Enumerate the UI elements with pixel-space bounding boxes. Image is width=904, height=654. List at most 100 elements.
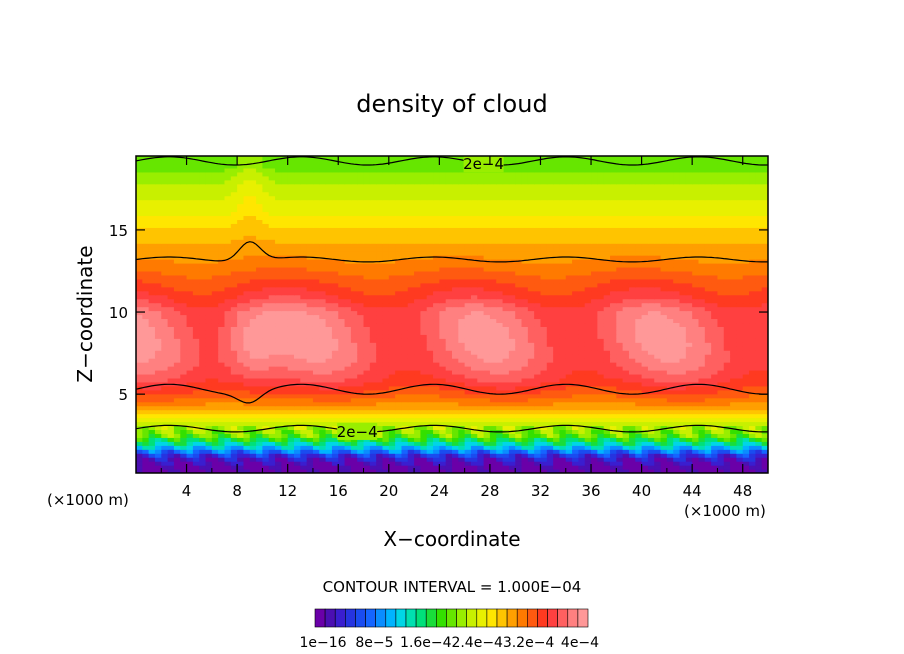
- density-cell: [736, 322, 744, 327]
- density-cell: [243, 449, 251, 454]
- density-cell: [508, 421, 516, 427]
- density-cell: [331, 310, 339, 316]
- density-cell: [452, 381, 459, 387]
- density-cell: [344, 306, 352, 312]
- density-cell: [439, 346, 447, 351]
- density-cell: [199, 350, 207, 355]
- density-cell: [167, 318, 175, 324]
- density-cell: [610, 445, 617, 450]
- density-cell: [433, 405, 440, 411]
- density-cell: [730, 282, 737, 288]
- density-cell: [483, 445, 491, 450]
- density-cell: [610, 469, 617, 473]
- density-cell: [186, 346, 194, 351]
- density-cell: [572, 298, 579, 304]
- density-cell: [477, 453, 485, 458]
- density-cell: [527, 294, 535, 300]
- density-cell: [679, 318, 687, 324]
- density-cell: [167, 445, 175, 450]
- density-cell: [363, 465, 371, 470]
- density-cell: [148, 381, 156, 387]
- density-cell: [338, 302, 346, 308]
- density-cell: [502, 425, 510, 431]
- density-cell: [306, 322, 314, 327]
- density-cell: [565, 389, 573, 395]
- density-cell: [711, 377, 719, 383]
- density-cell: [300, 334, 308, 339]
- density-cell: [458, 346, 466, 351]
- density-cell: [654, 338, 662, 343]
- density-cell: [192, 294, 200, 300]
- density-cell: [414, 318, 421, 324]
- density-cell: [578, 302, 586, 308]
- density-cell: [350, 389, 358, 395]
- density-cell: [711, 381, 719, 387]
- density-cell: [641, 469, 649, 473]
- density-cell: [717, 330, 725, 335]
- density-cell: [761, 437, 768, 442]
- density-cell: [584, 298, 592, 304]
- density-cell: [692, 302, 700, 308]
- density-cell: [534, 298, 542, 304]
- density-cell: [357, 290, 365, 296]
- density-cell: [521, 381, 529, 387]
- density-cell: [704, 366, 712, 371]
- density-cell: [553, 330, 561, 335]
- density-cell: [559, 393, 567, 399]
- density-cell: [294, 409, 301, 415]
- density-cell: [211, 385, 219, 391]
- density-cell: [711, 453, 719, 458]
- density-cell: [553, 294, 561, 300]
- density-cell: [237, 318, 245, 324]
- density-cell: [584, 286, 592, 292]
- density-cell: [344, 286, 352, 292]
- density-cell: [622, 334, 630, 339]
- density-cell: [685, 302, 693, 308]
- density-cell: [666, 322, 674, 327]
- density-cell: [464, 441, 472, 446]
- density-cell: [654, 381, 662, 387]
- density-cell: [730, 469, 737, 473]
- density-cell: [572, 377, 579, 383]
- density-cell: [312, 318, 320, 324]
- density-cell: [350, 318, 358, 324]
- density-cell: [483, 274, 491, 280]
- density-cell: [426, 330, 434, 335]
- density-cell: [698, 350, 706, 355]
- density-cell: [521, 282, 529, 288]
- density-cell: [515, 294, 523, 300]
- density-cell: [730, 441, 737, 446]
- density-cell: [641, 413, 649, 419]
- density-cell: [230, 298, 238, 304]
- density-cell: [603, 469, 611, 473]
- density-cell: [610, 465, 617, 470]
- density-cell: [357, 350, 365, 355]
- density-cell: [350, 346, 358, 351]
- density-cell: [666, 469, 674, 473]
- density-cell: [628, 282, 636, 288]
- density-cell: [616, 385, 624, 391]
- density-cell: [262, 429, 270, 434]
- density-cell: [584, 342, 592, 347]
- density-cell: [382, 338, 390, 343]
- density-cell: [692, 274, 700, 280]
- density-cell: [445, 393, 453, 399]
- density-cell: [142, 389, 150, 395]
- density-cell: [464, 342, 472, 347]
- density-cell: [369, 342, 377, 347]
- density-cell: [591, 457, 598, 462]
- density-cell: [433, 326, 440, 331]
- density-cell: [256, 413, 263, 419]
- density-cell: [591, 393, 598, 399]
- density-cell: [673, 362, 681, 367]
- density-cell: [452, 437, 459, 442]
- density-cell: [698, 362, 706, 367]
- density-cell: [312, 461, 320, 466]
- density-cell: [565, 334, 573, 339]
- density-cell: [660, 369, 668, 375]
- density-cell: [439, 449, 447, 454]
- density-cell: [584, 314, 592, 320]
- density-cell: [502, 385, 510, 391]
- density-cell: [591, 421, 598, 427]
- density-cell: [483, 377, 491, 383]
